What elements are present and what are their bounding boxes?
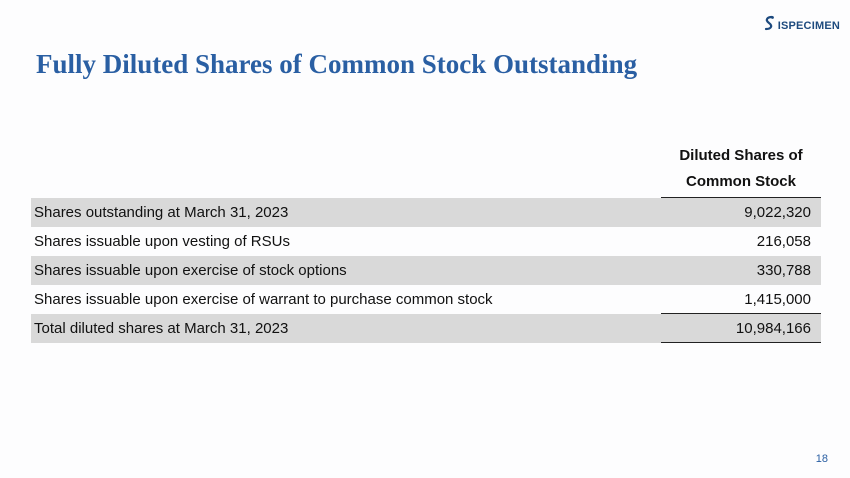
row-label: Shares issuable upon exercise of stock o… <box>34 262 347 279</box>
page-title: Fully Diluted Shares of Common Stock Out… <box>36 49 638 79</box>
row-value: 216,058 <box>756 233 811 250</box>
column-header-line-1: Diluted Shares of <box>679 147 803 164</box>
row-value: 330,788 <box>756 262 811 279</box>
company-logo: ISPECIMEN <box>763 15 840 36</box>
page-number: 18 <box>815 453 828 465</box>
row-value: 9,022,320 <box>744 204 811 221</box>
row-label: Shares outstanding at March 31, 2023 <box>34 204 289 221</box>
column-header-line-2: Common Stock <box>685 173 796 190</box>
table-row: Shares issuable upon exercise of stock o… <box>31 256 821 285</box>
total-value: 10,984,166 <box>661 314 821 343</box>
row-label: Shares issuable upon exercise of warrant… <box>34 291 493 308</box>
logo-text: ISPECIMEN <box>777 19 840 32</box>
table-row: Shares issuable upon vesting of RSUs 216… <box>31 227 821 256</box>
table-row: Shares outstanding at March 31, 2023 9,0… <box>31 198 821 227</box>
table-header: Diluted Shares of Common Stock <box>31 143 821 198</box>
table-row: Shares issuable upon exercise of warrant… <box>31 285 821 314</box>
column-header: Diluted Shares of Common Stock <box>661 143 821 198</box>
total-row: Total diluted shares at March 31, 2023 1… <box>31 314 821 343</box>
total-label: Total diluted shares at March 31, 2023 <box>34 320 289 337</box>
row-label: Shares issuable upon vesting of RSUs <box>34 233 290 250</box>
row-value: 1,415,000 <box>661 285 821 314</box>
diluted-shares-table: Diluted Shares of Common Stock Shares ou… <box>31 143 821 343</box>
specimen-logo-icon <box>763 15 775 36</box>
